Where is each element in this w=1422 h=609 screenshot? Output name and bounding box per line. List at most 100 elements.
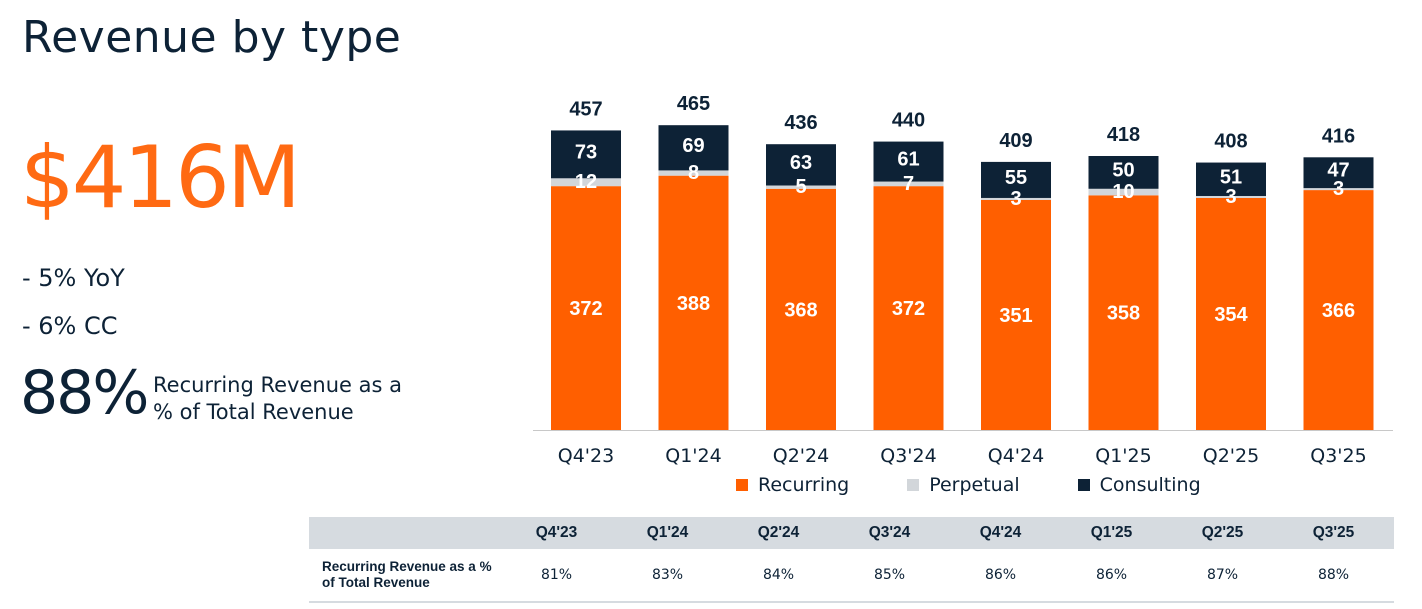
table-header-cell: Q1'25 — [1090, 524, 1133, 541]
data-label-total: 408 — [1214, 131, 1247, 153]
table-header-cell: Q2'24 — [757, 524, 800, 541]
recurring-percent-description: Recurring Revenue as a % of Total Revenu… — [153, 373, 402, 424]
chart-legend: Recurring Perpetual Consulting — [736, 474, 1259, 496]
bar-segment-recurring — [1303, 190, 1374, 430]
table-cell: 85% — [873, 567, 906, 583]
bar-segment-recurring — [981, 199, 1051, 430]
legend-swatch-consulting — [1077, 479, 1090, 491]
table-row-label: Recurring Revenue as a % of Total Revenu… — [322, 559, 492, 590]
bar-segment-perpetual — [1196, 195, 1266, 198]
data-label-perpetual: 7 — [903, 173, 914, 195]
bar-segment-perpetual — [981, 197, 1051, 200]
data-label-total: 436 — [784, 112, 817, 134]
x-tick-label: Q2'24 — [773, 445, 829, 467]
data-label-recurring: 351 — [999, 305, 1032, 327]
bar-segment-recurring — [766, 188, 836, 430]
page-title: Revenue by type — [22, 12, 402, 63]
bar-segment-consulting — [1196, 162, 1266, 196]
legend-swatch-recurring — [736, 479, 748, 491]
bar-segment-perpetual — [1088, 188, 1159, 196]
cc-change: - 6% CC — [22, 312, 118, 340]
table-cell: 88% — [1317, 567, 1350, 583]
data-label-consulting: 61 — [897, 149, 919, 171]
data-label-consulting: 55 — [1005, 167, 1027, 189]
bar-segment-consulting — [873, 141, 944, 182]
x-tick-label: Q4'24 — [988, 445, 1044, 467]
bar-segment-consulting — [1088, 156, 1159, 189]
bar-segment-recurring — [1196, 197, 1266, 430]
legend-label-recurring: Recurring — [758, 474, 850, 496]
data-label-consulting: 69 — [682, 135, 704, 157]
bar-segment-consulting — [551, 130, 621, 179]
legend-label-consulting: Consulting — [1099, 474, 1201, 496]
data-label-perpetual: 3 — [1010, 188, 1021, 210]
table-header-cell: Q1'24 — [646, 524, 689, 541]
bar-segment-consulting — [981, 161, 1051, 198]
data-label-total: 465 — [677, 93, 710, 115]
data-label-total: 416 — [1322, 125, 1355, 147]
bar-segment-consulting — [658, 125, 729, 171]
table-cell: 83% — [651, 567, 684, 583]
headline-revenue: $416M — [20, 128, 301, 228]
table-cell: 84% — [762, 567, 795, 583]
table-header-cell: Q2'25 — [1201, 524, 1244, 541]
data-label-perpetual: 3 — [1225, 186, 1236, 208]
data-label-consulting: 63 — [790, 152, 812, 174]
data-label-total: 457 — [569, 98, 602, 120]
bar-segment-recurring — [1088, 195, 1159, 430]
x-tick-label: Q2'25 — [1203, 445, 1259, 467]
data-label-recurring: 372 — [569, 298, 602, 320]
legend-item-consulting: Consulting — [1077, 474, 1201, 496]
x-tick-label: Q3'24 — [880, 445, 936, 467]
x-tick-label: Q1'25 — [1095, 445, 1151, 467]
yoy-change: - 5% YoY — [22, 264, 125, 292]
data-label-perpetual: 12 — [575, 171, 597, 193]
table-header-cell: Q3'24 — [868, 524, 911, 541]
data-label-perpetual: 5 — [795, 176, 806, 198]
legend-item-recurring: Recurring — [736, 474, 849, 496]
data-label-recurring: 388 — [677, 293, 710, 315]
legend-swatch-perpetual — [907, 479, 920, 491]
data-label-total: 409 — [999, 130, 1032, 152]
data-label-consulting: 47 — [1327, 160, 1349, 182]
table-cell: 81% — [540, 567, 573, 583]
bar-segment-recurring — [873, 186, 944, 430]
bar-segment-perpetual — [551, 178, 621, 187]
bar-segment-consulting — [1303, 157, 1374, 189]
data-label-perpetual: 3 — [1333, 178, 1344, 200]
data-label-recurring: 368 — [784, 299, 817, 321]
bar-segment-perpetual — [1303, 188, 1374, 191]
data-label-consulting: 50 — [1112, 159, 1134, 181]
data-label-consulting: 51 — [1220, 166, 1242, 188]
data-label-recurring: 354 — [1214, 304, 1248, 326]
bar-segment-perpetual — [658, 170, 729, 176]
stacked-bar-chart: 3721273457Q4'23388869465Q1'24368563436Q2… — [533, 93, 1393, 467]
table-cell: 86% — [984, 567, 1017, 583]
legend-item-perpetual: Perpetual — [907, 474, 1020, 496]
data-label-total: 418 — [1107, 124, 1140, 146]
bar-segment-perpetual — [873, 181, 944, 187]
table-header-cell: Q4'24 — [979, 524, 1022, 541]
bar-segment-recurring — [551, 186, 621, 430]
data-label-recurring: 372 — [892, 298, 925, 320]
data-label-total: 440 — [892, 110, 925, 132]
data-label-perpetual: 10 — [1112, 181, 1134, 203]
bar-segment-perpetual — [766, 185, 836, 189]
table-header-cell: Q3'25 — [1312, 524, 1355, 541]
recurring-pct-table: Q4'23 Q1'24 Q2'24 Q3'24 Q4'24 Q1'25 Q2'2… — [309, 517, 1394, 603]
table-header-row: Q4'23 Q1'24 Q2'24 Q3'24 Q4'24 Q1'25 Q2'2… — [309, 517, 1394, 549]
bar-segment-consulting — [766, 144, 836, 186]
table-cell: 87% — [1206, 567, 1239, 583]
x-tick-label: Q3'25 — [1310, 445, 1366, 467]
data-label-consulting: 73 — [575, 141, 597, 163]
data-label-recurring: 358 — [1107, 303, 1140, 325]
x-tick-label: Q4'23 — [558, 445, 614, 467]
table-header-cell: Q4'23 — [535, 524, 578, 541]
table-row: Recurring Revenue as a % of Total Revenu… — [309, 549, 1394, 603]
bar-segment-recurring — [658, 175, 729, 430]
legend-label-perpetual: Perpetual — [929, 474, 1020, 496]
data-label-perpetual: 8 — [688, 162, 699, 184]
x-tick-label: Q1'24 — [665, 445, 721, 467]
data-label-recurring: 366 — [1322, 300, 1355, 322]
